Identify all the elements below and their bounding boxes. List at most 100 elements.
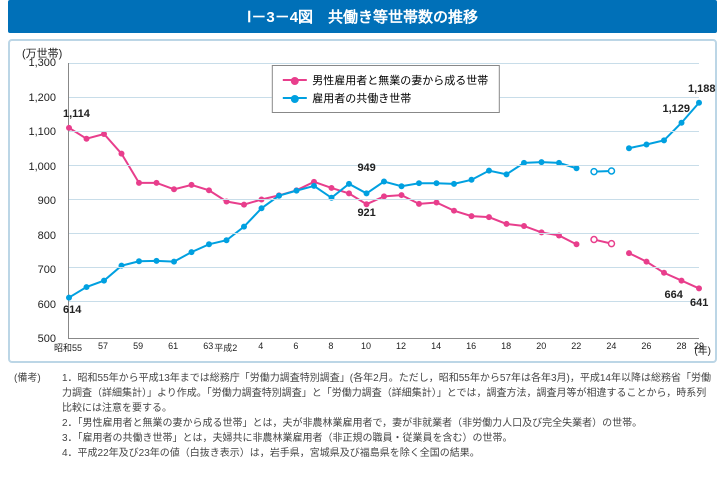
footnote-text: 3．「雇用者の共働き世帯」とは，夫婦共に非農林業雇用者（非正規の職員・従業員を含…	[62, 431, 711, 446]
footnote-line: 4．平成22年及び23年の値（白抜き表示）は，岩手県，宮城県及び福島県を除く全国…	[14, 446, 711, 461]
legend: 男性雇用者と無業の妻から成る世帯雇用者の共働き世帯	[271, 65, 499, 113]
series-marker	[644, 259, 650, 265]
series-marker	[329, 185, 335, 191]
data-callout: 949	[357, 162, 375, 174]
chart-area: (万世帯) 5006007008009001,0001,1001,2001,30…	[8, 39, 717, 363]
series-marker	[241, 202, 247, 208]
y-tick-label: 700	[38, 264, 56, 276]
series-marker	[241, 224, 247, 230]
footnote-head	[14, 431, 58, 446]
y-tick-label: 900	[38, 195, 56, 207]
x-tick-label: 24	[606, 341, 616, 351]
series-marker	[679, 278, 685, 284]
footnote-text: 4．平成22年及び23年の値（白抜き表示）は，岩手県，宮城県及び福島県を除く全国…	[62, 446, 711, 461]
series-marker	[591, 169, 597, 175]
legend-marker-icon	[290, 95, 298, 103]
series-marker	[346, 181, 352, 187]
legend-item: 雇用者の共働き世帯	[282, 90, 488, 106]
legend-item: 男性雇用者と無業の妻から成る世帯	[282, 72, 488, 88]
series-marker	[206, 241, 212, 247]
data-callout: 1,114	[63, 108, 90, 120]
x-tick-label: 20	[536, 341, 546, 351]
series-marker	[154, 258, 160, 264]
series-marker	[399, 192, 405, 198]
gridline	[69, 301, 699, 302]
y-tick-label: 600	[38, 299, 56, 311]
footnote-text: 2．「男性雇用者と無業の妻から成る世帯」とは，夫が非農林業雇用者で，妻が非就業者…	[62, 416, 711, 431]
series-marker	[84, 136, 90, 142]
series-line	[69, 128, 699, 289]
footnote-text: 1．昭和55年から平成13年までは総務庁「労働力調査特別調査」(各年2月。ただし…	[62, 371, 711, 416]
gridline	[69, 233, 699, 234]
series-marker	[416, 180, 422, 186]
x-axis-unit: (年)	[694, 342, 711, 357]
y-tick-label: 1,200	[28, 92, 56, 104]
series-marker	[644, 141, 650, 147]
legend-marker-icon	[290, 77, 298, 85]
series-marker	[451, 181, 457, 187]
y-tick-label: 1,100	[28, 126, 56, 138]
x-tick-label: 61	[168, 341, 178, 351]
series-marker	[154, 180, 160, 186]
series-marker	[224, 237, 230, 243]
gridline	[69, 63, 699, 64]
x-tick-label: 昭和55	[54, 341, 82, 354]
x-tick-label: 28	[676, 341, 686, 351]
legend-label: 男性雇用者と無業の妻から成る世帯	[312, 72, 488, 88]
series-marker	[661, 270, 667, 276]
series-marker	[189, 249, 195, 255]
footnote-head: (備考)	[14, 371, 58, 416]
x-axis-labels: 昭和5557596163平成24681012141618202224262829	[68, 341, 699, 357]
series-marker	[679, 120, 685, 126]
gridline	[69, 267, 699, 268]
series-marker	[206, 187, 212, 193]
x-tick-label: 18	[501, 341, 511, 351]
chart-title: Ⅰ－3－4図 共働き等世帯数の推移	[8, 0, 717, 33]
series-marker	[469, 177, 475, 183]
series-marker	[119, 151, 125, 157]
y-tick-label: 800	[38, 230, 56, 242]
data-callout: 921	[357, 207, 375, 219]
y-axis-labels: 5006007008009001,0001,1001,2001,300	[20, 63, 60, 339]
y-tick-label: 1,300	[28, 57, 56, 69]
figure-root: Ⅰ－3－4図 共働き等世帯数の推移 (万世帯) 5006007008009001…	[0, 0, 725, 500]
series-marker	[661, 137, 667, 143]
x-tick-label: 平成2	[214, 341, 237, 354]
series-marker	[696, 100, 702, 106]
series-marker	[136, 258, 142, 264]
series-marker	[381, 178, 387, 184]
series-marker	[171, 259, 177, 265]
footnotes: (備考)1．昭和55年から平成13年までは総務庁「労働力調査特別調査」(各年2月…	[14, 371, 711, 461]
series-marker	[504, 171, 510, 177]
series-marker	[294, 188, 300, 194]
series-marker	[574, 165, 580, 171]
series-marker	[486, 214, 492, 220]
data-callout: 614	[63, 304, 81, 316]
series-marker	[434, 200, 440, 206]
x-tick-label: 12	[396, 341, 406, 351]
footnote-head	[14, 416, 58, 431]
data-callout: 1,188	[688, 83, 716, 95]
series-marker	[364, 190, 370, 196]
series-marker	[591, 237, 597, 243]
series-marker	[451, 208, 457, 214]
series-marker	[346, 190, 352, 196]
x-tick-label: 57	[98, 341, 108, 351]
footnote-line: (備考)1．昭和55年から平成13年までは総務庁「労働力調査特別調査」(各年2月…	[14, 371, 711, 416]
series-marker	[486, 168, 492, 174]
footnote-line: 2．「男性雇用者と無業の妻から成る世帯」とは，夫が非農林業雇用者で，妻が非就業者…	[14, 416, 711, 431]
x-tick-label: 59	[133, 341, 143, 351]
gridline	[69, 165, 699, 166]
data-callout: 1,129	[662, 103, 690, 115]
series-marker	[66, 125, 72, 131]
series-marker	[66, 295, 72, 301]
series-marker	[171, 186, 177, 192]
x-tick-label: 10	[361, 341, 371, 351]
series-marker	[189, 182, 195, 188]
series-marker	[136, 180, 142, 186]
footnote-head	[14, 446, 58, 461]
x-tick-label: 16	[466, 341, 476, 351]
gridline	[69, 131, 699, 132]
gridline	[69, 199, 699, 200]
series-marker	[626, 145, 632, 151]
